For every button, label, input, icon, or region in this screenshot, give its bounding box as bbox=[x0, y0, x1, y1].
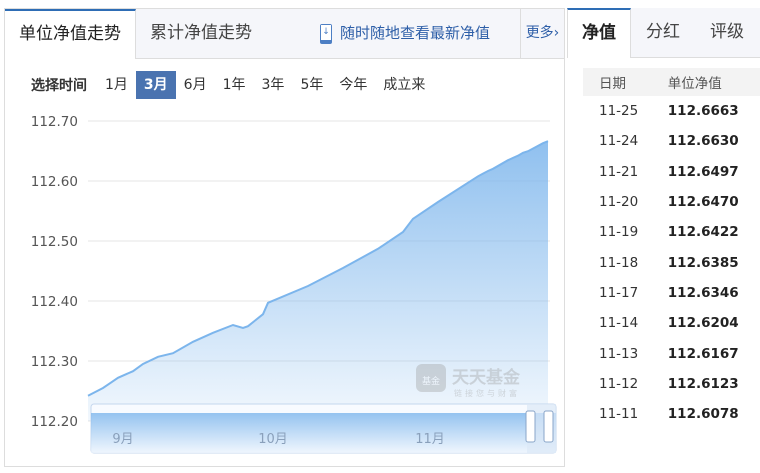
y-tick-label: 112.40 bbox=[31, 294, 78, 310]
svg-text:天天基金: 天天基金 bbox=[452, 367, 521, 388]
row-date: 11-11 bbox=[599, 406, 639, 423]
row-nav: 112.6422 bbox=[667, 224, 739, 241]
range-1m[interactable]: 1月 bbox=[105, 77, 128, 93]
row-date: 11-20 bbox=[599, 194, 639, 211]
time-range-selector: 选择时间 1月 3月 6月 1年 3年 5年 今年 成立来 bbox=[31, 71, 433, 99]
range-5y[interactable]: 5年 bbox=[300, 77, 324, 93]
table-row: 11-24 112.6630 bbox=[583, 126, 760, 156]
table-row: 11-18 112.6385 bbox=[583, 247, 760, 277]
row-date: 11-18 bbox=[599, 254, 639, 271]
row-nav: 112.6497 bbox=[667, 163, 739, 180]
svg-text:基金: 基金 bbox=[422, 375, 440, 387]
range-label: 选择时间 bbox=[31, 78, 87, 94]
nav-chart: 112.70 112.60 112.50 112.40 112.30 112.20 基金 … bbox=[31, 114, 557, 454]
table-row: 11-13 112.6167 bbox=[583, 338, 760, 368]
row-nav: 112.6346 bbox=[667, 284, 739, 301]
row-nav: 112.6123 bbox=[667, 375, 739, 392]
tab-unit-nav[interactable]: 单位净值走势 bbox=[5, 9, 136, 59]
nav-panel: 净值 分红 评级 日期 单位净值 11-25 112.6663 11-24 112.66… bbox=[567, 8, 760, 467]
tab-rating[interactable]: 评级 bbox=[710, 22, 744, 42]
row-nav: 112.6167 bbox=[667, 345, 739, 362]
row-nav: 112.6663 bbox=[667, 103, 739, 120]
more-link[interactable]: 更多› bbox=[520, 9, 564, 58]
navigator-left-handle[interactable] bbox=[525, 410, 536, 443]
series-line bbox=[87, 140, 549, 397]
row-nav: 112.6078 bbox=[667, 406, 739, 423]
chart-panel: 单位净值走势 累计净值走势 随时随地查看最新净值 更多› 选择时间 1月 3月 … bbox=[4, 8, 565, 467]
row-nav: 112.6204 bbox=[667, 315, 739, 332]
app-promo-link[interactable]: 随时随地查看最新净值 bbox=[320, 9, 490, 58]
header-nav: 单位净值 bbox=[651, 68, 760, 96]
navigator-month-label: 10月 bbox=[258, 432, 288, 447]
row-date: 11-17 bbox=[599, 284, 639, 301]
y-tick-label: 112.70 bbox=[31, 114, 78, 130]
tab-acc-nav[interactable]: 累计净值走势 bbox=[150, 23, 252, 43]
watermark-logo: 基金 天天基金 链接您与财富 bbox=[416, 364, 521, 398]
row-date: 11-24 bbox=[599, 133, 639, 150]
nav-table: 日期 单位净值 11-25 112.6663 11-24 112.6630 11-21 11… bbox=[583, 68, 760, 429]
table-row: 11-12 112.6123 bbox=[583, 369, 760, 399]
navigator[interactable]: 9月 10月 11月 bbox=[90, 403, 557, 454]
chart-tabs: 单位净值走势 累计净值走势 随时随地查看最新净值 更多› bbox=[5, 9, 564, 59]
app-promo-text: 随时随地查看最新净值 bbox=[340, 24, 491, 42]
y-tick-label: 112.50 bbox=[31, 234, 78, 250]
row-nav: 112.6385 bbox=[667, 254, 739, 271]
row-nav: 112.6470 bbox=[667, 194, 739, 211]
table-row: 11-20 112.6470 bbox=[583, 187, 760, 217]
range-since-inception[interactable]: 成立来 bbox=[383, 77, 426, 93]
table-row: 11-25 112.6663 bbox=[583, 96, 760, 126]
range-6m[interactable]: 6月 bbox=[183, 77, 207, 93]
range-3y[interactable]: 3年 bbox=[261, 77, 285, 93]
tab-dividend[interactable]: 分红 bbox=[646, 22, 680, 42]
y-tick-label: 112.60 bbox=[31, 174, 78, 190]
row-nav: 112.6630 bbox=[667, 133, 739, 150]
row-date: 11-25 bbox=[599, 103, 639, 120]
header-date: 日期 bbox=[583, 68, 652, 96]
y-tick-label: 112.30 bbox=[31, 354, 78, 370]
row-date: 11-14 bbox=[599, 315, 639, 332]
row-date: 11-21 bbox=[599, 163, 639, 180]
phone-download-icon bbox=[320, 23, 332, 44]
row-date: 11-12 bbox=[599, 375, 639, 392]
y-tick-label: 112.20 bbox=[31, 414, 78, 430]
navigator-month-label: 11月 bbox=[415, 432, 445, 447]
table-row: 11-19 112.6422 bbox=[583, 217, 760, 247]
tab-nav[interactable]: 净值 bbox=[567, 8, 631, 58]
range-3m[interactable]: 3月 bbox=[135, 71, 176, 99]
table-row: 11-21 112.6497 bbox=[583, 157, 760, 187]
svg-text:链接您与财富: 链接您与财富 bbox=[454, 388, 520, 398]
row-date: 11-13 bbox=[599, 345, 639, 362]
table-row: 11-14 112.6204 bbox=[583, 308, 760, 338]
table-row: 11-11 112.6078 bbox=[583, 399, 760, 429]
navigator-right-handle[interactable] bbox=[543, 410, 554, 443]
right-tabs: 净值 分红 评级 bbox=[567, 8, 760, 58]
row-date: 11-19 bbox=[599, 224, 639, 241]
range-ytd[interactable]: 今年 bbox=[339, 77, 368, 93]
table-row: 11-17 112.6346 bbox=[583, 278, 760, 308]
range-1y[interactable]: 1年 bbox=[222, 77, 246, 93]
navigator-month-label: 9月 bbox=[112, 432, 133, 447]
